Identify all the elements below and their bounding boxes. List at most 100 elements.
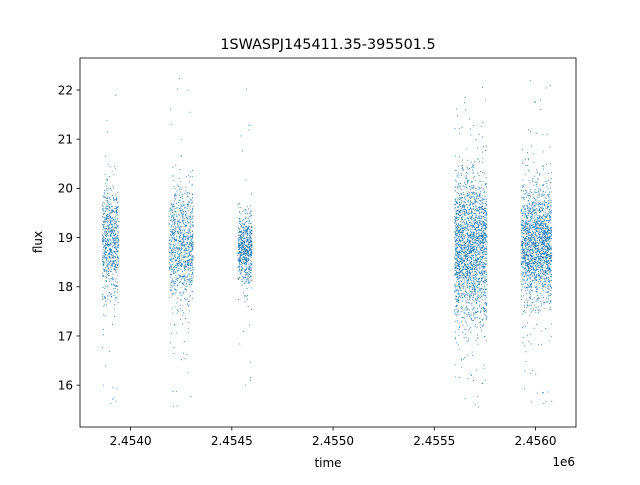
data-point bbox=[456, 213, 458, 214]
data-point bbox=[245, 251, 247, 253]
data-point bbox=[103, 247, 104, 249]
data-point bbox=[463, 205, 465, 207]
data-point bbox=[483, 221, 485, 223]
data-point bbox=[237, 243, 239, 245]
data-point bbox=[462, 251, 464, 253]
data-point bbox=[481, 291, 483, 293]
data-point bbox=[248, 270, 250, 272]
data-point bbox=[463, 236, 465, 238]
data-point bbox=[462, 239, 464, 241]
data-point bbox=[548, 280, 550, 282]
data-point bbox=[250, 240, 251, 242]
data-point bbox=[538, 276, 540, 278]
data-point bbox=[249, 268, 250, 270]
data-point bbox=[482, 199, 484, 201]
data-point bbox=[250, 245, 252, 247]
data-point bbox=[483, 239, 485, 241]
data-point bbox=[240, 224, 241, 226]
data-point bbox=[543, 194, 545, 196]
data-point bbox=[484, 232, 486, 234]
data-point bbox=[244, 262, 246, 264]
data-point bbox=[245, 218, 247, 219]
data-point bbox=[466, 263, 468, 265]
data-point bbox=[187, 332, 189, 334]
data-point bbox=[111, 238, 113, 240]
data-point bbox=[114, 168, 116, 170]
data-point bbox=[108, 210, 110, 212]
data-point bbox=[110, 188, 112, 189]
data-point bbox=[184, 276, 186, 277]
data-point bbox=[240, 231, 242, 233]
data-point bbox=[467, 194, 469, 196]
data-point bbox=[472, 263, 474, 265]
data-point bbox=[454, 284, 456, 286]
data-point bbox=[104, 190, 105, 192]
data-point bbox=[175, 390, 177, 392]
data-point bbox=[521, 219, 523, 221]
data-point bbox=[473, 293, 475, 295]
data-point bbox=[172, 312, 174, 314]
data-point bbox=[180, 237, 182, 239]
data-point bbox=[454, 257, 456, 259]
data-point bbox=[179, 232, 181, 234]
data-point bbox=[477, 222, 478, 223]
data-point bbox=[106, 205, 108, 207]
data-point bbox=[182, 255, 184, 257]
data-point bbox=[476, 238, 478, 239]
data-point bbox=[461, 366, 463, 368]
data-point bbox=[115, 267, 117, 269]
data-point bbox=[529, 251, 531, 253]
data-point bbox=[189, 201, 191, 203]
data-point bbox=[239, 245, 241, 247]
data-point bbox=[115, 238, 117, 239]
data-point bbox=[464, 251, 466, 253]
data-point bbox=[180, 204, 182, 206]
data-point bbox=[245, 259, 247, 261]
data-point bbox=[185, 248, 187, 250]
data-point bbox=[250, 253, 252, 255]
data-point bbox=[470, 161, 472, 163]
data-point bbox=[462, 246, 464, 248]
data-point bbox=[521, 257, 523, 259]
data-point bbox=[176, 216, 178, 218]
data-point bbox=[240, 213, 242, 215]
data-point bbox=[105, 259, 107, 261]
data-point bbox=[244, 272, 246, 274]
data-point bbox=[481, 205, 483, 207]
data-point bbox=[465, 267, 467, 269]
data-point bbox=[105, 285, 107, 287]
data-point bbox=[473, 175, 475, 177]
data-point bbox=[481, 277, 483, 278]
data-point bbox=[459, 243, 461, 245]
data-point bbox=[459, 263, 460, 265]
data-point bbox=[479, 262, 481, 264]
data-point bbox=[185, 211, 187, 213]
data-point bbox=[458, 176, 460, 178]
data-point bbox=[246, 228, 248, 230]
data-point bbox=[244, 263, 246, 265]
data-point bbox=[472, 248, 474, 250]
data-point bbox=[245, 249, 247, 251]
data-point bbox=[178, 254, 180, 256]
data-point bbox=[471, 276, 473, 278]
data-point bbox=[455, 228, 457, 230]
data-point bbox=[485, 240, 487, 242]
data-point bbox=[476, 257, 478, 259]
data-point bbox=[459, 270, 461, 272]
data-point bbox=[106, 198, 108, 199]
data-point bbox=[457, 328, 459, 330]
data-point bbox=[112, 273, 114, 275]
data-point bbox=[534, 262, 536, 264]
data-point bbox=[249, 361, 251, 363]
data-point bbox=[472, 284, 474, 286]
data-point bbox=[529, 235, 531, 237]
data-point bbox=[241, 264, 242, 266]
data-point bbox=[465, 178, 467, 180]
data-point bbox=[116, 246, 118, 248]
data-point bbox=[522, 283, 524, 285]
data-point bbox=[106, 131, 108, 133]
data-point bbox=[192, 271, 194, 273]
data-point bbox=[469, 222, 470, 224]
data-point bbox=[454, 263, 456, 265]
data-point bbox=[538, 203, 540, 205]
